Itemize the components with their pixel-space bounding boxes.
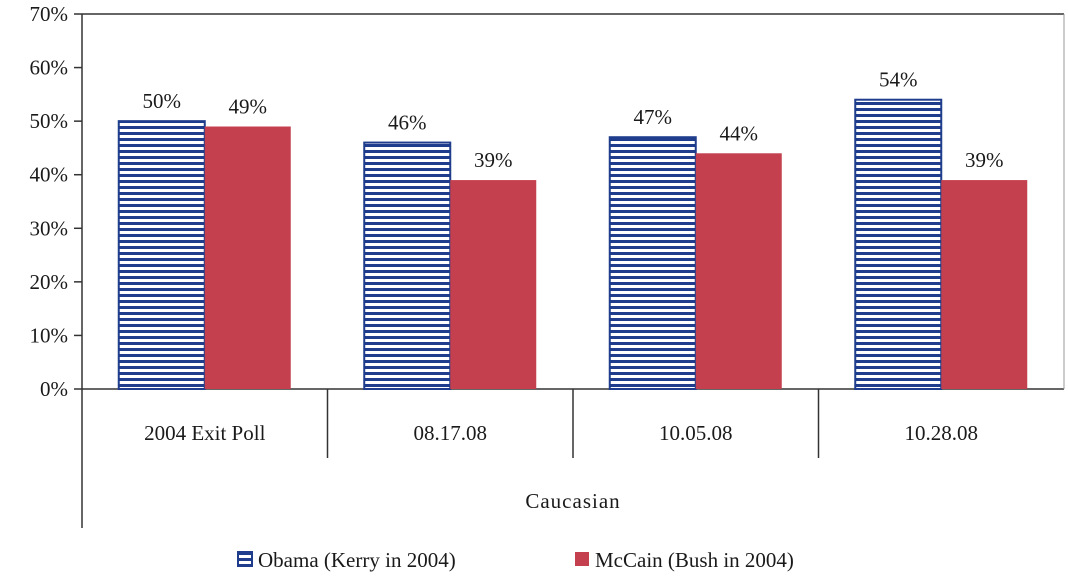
data-label: 47% [634,105,673,129]
data-label: 50% [143,89,182,113]
x-category-label: 08.17.08 [414,421,488,445]
data-label: 54% [879,68,918,92]
y-tick-label: 10% [30,323,69,347]
y-tick-label: 40% [30,163,69,187]
y-axis: 0% 10% 20% 30% 40% 50% 60% 70% [30,2,82,401]
legend-swatch-mccain [575,552,589,566]
data-label: 46% [388,111,427,135]
data-label: 44% [720,121,759,145]
legend-label: Obama (Kerry in 2004) [258,548,456,572]
bar-mccain [695,153,782,389]
y-tick-label: 70% [30,2,69,26]
bar-mccain [450,180,537,389]
y-tick-label: 20% [30,270,69,294]
legend-swatch-obama [237,551,253,567]
x-axis-group-label: Caucasian [525,489,620,513]
data-label: 39% [474,148,513,172]
x-category-label: 10.05.08 [659,421,733,445]
bar-obama [363,141,452,390]
y-tick-label: 30% [30,216,69,240]
bar-obama [117,120,206,391]
bar-mccain [941,180,1028,389]
x-axis-categories: 2004 Exit Poll 08.17.08 10.05.08 10.28.08 [144,389,978,458]
data-label: 39% [965,148,1004,172]
bar-mccain [204,126,291,389]
y-tick-label: 0% [40,377,68,401]
legend: Obama (Kerry in 2004) McCain (Bush in 200… [237,548,794,572]
data-label: 49% [229,95,268,119]
bar-obama [854,98,943,390]
y-tick-label: 60% [30,56,69,80]
data-labels: 50% 49% 46% 39% 47% 44% 54% 39% [143,68,1004,172]
x-category-label: 2004 Exit Poll [144,421,266,445]
bar-obama [608,136,697,390]
y-tick-label: 50% [30,109,69,133]
bars [117,98,1028,391]
x-category-label: 10.28.08 [905,421,979,445]
legend-label: McCain (Bush in 2004) [595,548,794,572]
